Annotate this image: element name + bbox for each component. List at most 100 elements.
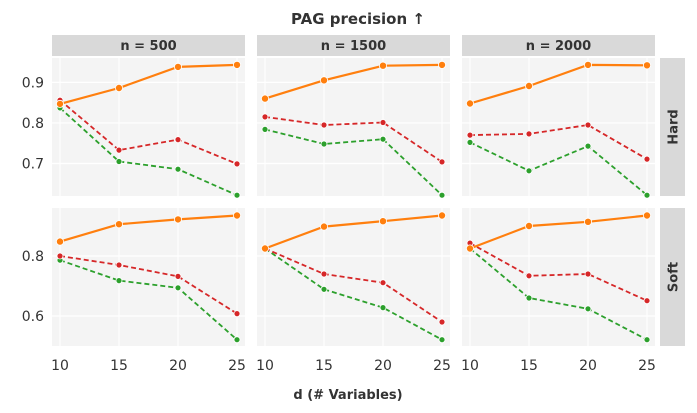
data-point-orange [115, 84, 124, 93]
facet-grid: n = 500 n = 1500 n = 2000 Hard Soft 0.7 0.8 0.9… [22, 35, 685, 374]
data-point-red [584, 270, 592, 278]
data-point-green [320, 285, 328, 293]
x-tick-label: 25 [638, 358, 656, 374]
data-point-red [379, 119, 387, 126]
data-point-green [438, 191, 446, 199]
series-line-green [469, 247, 648, 341]
data-point-orange [465, 244, 474, 253]
data-point-green [379, 135, 387, 143]
data-point-red [261, 113, 269, 121]
row-strip-label: Hard [667, 109, 682, 144]
data-point-red [643, 297, 651, 305]
series-line-green [59, 107, 238, 197]
data-point-orange [437, 211, 446, 220]
data-point-orange [643, 61, 652, 70]
panel [257, 58, 450, 199]
data-point-orange [232, 60, 241, 69]
row-strip [660, 208, 685, 346]
series-line-green [264, 128, 443, 196]
series-line-red [469, 124, 648, 160]
x-tick-label: 25 [228, 358, 246, 374]
panel [52, 58, 245, 199]
data-point-orange [525, 221, 534, 230]
data-point-green [115, 277, 123, 285]
column-strip-label: n = 2000 [526, 39, 591, 54]
data-point-green [379, 304, 387, 312]
data-point-red [233, 160, 241, 168]
data-point-red [379, 279, 387, 287]
data-point-orange [584, 217, 593, 226]
x-tick-label: 20 [374, 358, 392, 374]
data-point-orange [56, 99, 65, 108]
data-point-orange [260, 94, 269, 103]
data-point-green [115, 158, 123, 165]
series-line-red [59, 99, 238, 165]
x-tick-label: 15 [315, 358, 333, 374]
series-line-orange [59, 63, 238, 105]
data-point-red [233, 310, 241, 318]
data-point-orange [643, 211, 652, 220]
data-point-red [438, 318, 446, 326]
series-line-red [264, 116, 443, 163]
panel [52, 208, 245, 346]
column-strip [462, 35, 655, 56]
panel-background [52, 208, 245, 346]
panel-background [462, 58, 655, 196]
panel [462, 58, 655, 199]
data-point-orange [232, 211, 241, 220]
data-point-green [233, 336, 241, 344]
data-point-orange [437, 60, 446, 69]
chart-title: PAG precision ↑ [291, 10, 425, 28]
data-point-red [174, 136, 182, 144]
data-point-orange [584, 60, 593, 69]
data-point-red [174, 272, 182, 280]
data-point-orange [319, 222, 328, 231]
panel-background [257, 208, 450, 346]
data-point-orange [56, 237, 65, 246]
series-line-red [264, 247, 443, 323]
data-point-orange [260, 244, 269, 253]
data-point-green [233, 191, 241, 199]
data-point-orange [378, 61, 387, 70]
series-line-red [469, 242, 648, 302]
x-tick-label: 15 [110, 358, 128, 374]
data-point-orange [115, 220, 124, 229]
x-tick-label: 25 [433, 358, 451, 374]
data-point-red [320, 121, 328, 129]
data-point-green [525, 167, 533, 175]
row-strip-label: Soft [667, 262, 682, 292]
row-strip [660, 58, 685, 196]
data-point-red [115, 261, 123, 269]
x-tick-label: 15 [520, 358, 538, 374]
series-line-orange [469, 63, 648, 105]
data-point-red [466, 131, 474, 139]
column-strip [52, 35, 245, 56]
data-point-green [261, 125, 269, 133]
series-line-green [469, 141, 648, 196]
data-point-orange [525, 82, 534, 91]
y-tick-label: 0.8 [22, 116, 44, 132]
y-tick-label: 0.9 [22, 75, 44, 91]
data-point-green [525, 294, 533, 302]
x-tick-label: 10 [51, 358, 69, 374]
data-point-green [174, 284, 182, 292]
column-strip [257, 35, 450, 56]
data-point-green [438, 336, 446, 344]
x-tick-label: 20 [169, 358, 187, 374]
data-point-green [643, 191, 651, 199]
panel [462, 208, 655, 346]
series-line-orange [264, 214, 443, 250]
series-line-orange [59, 214, 238, 243]
data-point-green [584, 305, 592, 313]
data-point-red [525, 272, 533, 280]
data-point-orange [173, 215, 182, 224]
data-point-orange [319, 76, 328, 85]
data-point-orange [378, 217, 387, 226]
data-point-green [466, 138, 474, 146]
data-point-orange [465, 99, 474, 108]
data-point-red [115, 146, 123, 154]
data-point-green [174, 165, 182, 173]
data-point-green [643, 336, 651, 344]
y-tick-label: 0.8 [22, 249, 44, 265]
